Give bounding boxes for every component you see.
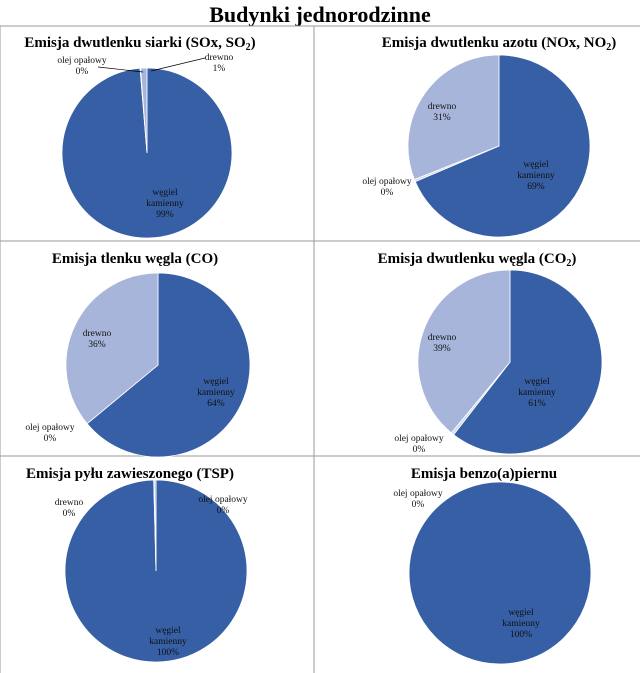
pie-chart-panel: Emisja dwutlenku azotu (NOx, NO2) węgiel k… — [362, 35, 617, 238]
data-label-drewno: drewno 39% — [428, 333, 457, 354]
data-label-wegiel-kamienny: węgiel kamienny 100% — [502, 608, 540, 640]
pie-slice-wegiel-kamienny — [86, 272, 251, 458]
pie-slice-wegiel-kamienny — [414, 54, 591, 238]
data-label-drewno: drewno 1% — [205, 53, 234, 74]
pie-chart-panel: Emisja tlenku węgla (CO) węgiel kamienny 64… — [25, 251, 251, 458]
data-label-drewno: drewno 31% — [428, 102, 457, 123]
data-label-wegiel-kamienny: węgiel kamienny 64% — [197, 377, 235, 409]
data-label-wegiel-kamienny: węgiel kamienny 99% — [146, 188, 184, 220]
data-label-olej-opalowy: olej opałowy 0% — [25, 423, 75, 444]
leader-line — [97, 66, 144, 73]
chart-title: Emisja dwutlenku węgla (CO2) — [378, 251, 577, 269]
chart-title: Emisja pyłu zawieszonego (TSP) — [26, 466, 234, 482]
data-label-wegiel-kamienny: węgiel kamienny 100% — [149, 626, 187, 658]
pie-slice-drewno — [65, 272, 159, 425]
data-label-olej-opalowy: olej opałowy 0% — [394, 434, 444, 455]
chart-title: Emisja dwutlenku azotu (NOx, NO2) — [382, 35, 617, 53]
data-label-olej-opalowy: olej opałowy 0% — [393, 489, 443, 510]
chart-title: Emisja dwutlenku siarki (SOx, SO2) — [24, 35, 255, 53]
pie-slice-drewno — [417, 269, 511, 434]
data-label-olej-opalowy: olej opałowy 0% — [362, 177, 412, 198]
data-label-olej-opalowy: olej opałowy 0% — [198, 495, 248, 516]
pie-chart-panel: Emisja dwutlenku siarki (SOx, SO2) węgiel… — [24, 35, 256, 239]
data-label-olej-opalowy: olej opałowy 0% — [57, 56, 107, 77]
data-label-drewno: drewno 36% — [83, 329, 112, 350]
data-label-drewno: drewno 0% — [55, 498, 84, 519]
pie-slice-drewno — [153, 479, 157, 572]
pie-chart-panel: Emisja benzo(a)piernu węgiel kamienny 100% o… — [393, 466, 592, 665]
pie-slice-wegiel-kamienny — [408, 481, 592, 665]
data-label-wegiel-kamienny: węgiel kamienny 69% — [517, 160, 555, 192]
pie-chart-panel: Emisja pyłu zawieszonego (TSP) węgiel kami… — [26, 466, 248, 663]
pie-chart-panel: Emisja dwutlenku węgla (CO2) węgiel kamien… — [378, 251, 603, 455]
pie-slice-wegiel-kamienny — [453, 269, 603, 455]
pie-slice-drewno — [407, 54, 500, 181]
leader-line — [150, 57, 206, 72]
chart-title: Emisja tlenku węgla (CO) — [52, 251, 218, 267]
pie-slice-drewno — [140, 67, 148, 154]
page-title: Budynki jednorodzinne — [209, 2, 431, 27]
data-label-wegiel-kamienny: węgiel kamienny 61% — [518, 377, 556, 409]
chart-title: Emisja benzo(a)piernu — [411, 466, 557, 482]
